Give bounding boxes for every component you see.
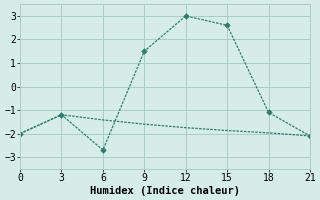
X-axis label: Humidex (Indice chaleur): Humidex (Indice chaleur)	[90, 186, 240, 196]
